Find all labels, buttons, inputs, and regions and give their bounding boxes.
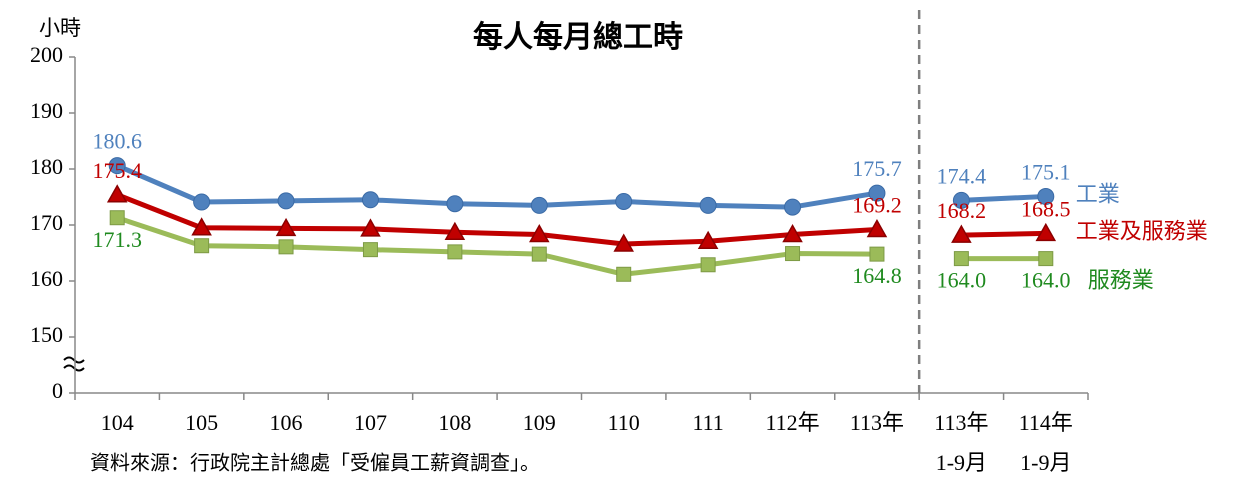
marker xyxy=(529,223,550,243)
marker xyxy=(868,184,886,202)
x-tick-label: 104 xyxy=(101,410,134,435)
series-line xyxy=(116,215,877,277)
y-tick-label: 0 xyxy=(52,378,63,403)
axis-break xyxy=(63,356,85,372)
marker xyxy=(952,191,970,209)
series-line xyxy=(961,193,1046,203)
data-label: 175.7 xyxy=(852,156,902,181)
series-line xyxy=(116,192,878,247)
series-line xyxy=(961,230,1046,238)
marker xyxy=(1037,187,1055,205)
marker xyxy=(784,198,802,216)
marker xyxy=(361,191,379,209)
data-label: 180.6 xyxy=(92,129,142,154)
x-tick-label: 114年 xyxy=(1019,410,1073,435)
data-label: 174.4 xyxy=(937,163,987,188)
marker xyxy=(613,233,634,252)
y-tick-label: 160 xyxy=(30,266,63,291)
marker xyxy=(616,266,632,282)
marker xyxy=(447,244,463,260)
marker xyxy=(278,239,294,255)
marker xyxy=(869,246,885,262)
legend-label: 工業 xyxy=(1076,181,1120,206)
marker xyxy=(444,221,466,241)
marker xyxy=(782,223,803,243)
marker xyxy=(531,246,547,262)
marker xyxy=(700,257,716,273)
marker xyxy=(951,224,972,243)
marker xyxy=(194,238,210,254)
marker xyxy=(530,196,548,214)
y-tick-label: 190 xyxy=(30,98,63,123)
x-tick-label: 1-9月 xyxy=(1020,450,1071,475)
data-label: 168.5 xyxy=(1021,196,1071,221)
y-tick-label: 150 xyxy=(30,322,63,347)
marker xyxy=(1038,251,1054,267)
x-tick-label: 108 xyxy=(438,410,471,435)
x-tick-label: 105 xyxy=(185,410,218,435)
legend-label: 工業及服務業 xyxy=(1076,218,1208,243)
data-label: 175.4 xyxy=(92,158,142,183)
data-label: 168.2 xyxy=(937,198,987,223)
data-label: 171.3 xyxy=(92,227,142,252)
marker xyxy=(360,218,381,237)
data-label: 164.0 xyxy=(1021,268,1071,293)
marker xyxy=(191,217,212,236)
chart-title: 每人每月總工時 xyxy=(473,20,683,54)
x-tick-label: 113年 xyxy=(934,410,988,435)
marker xyxy=(953,251,969,267)
source-note: 資料來源：行政院主計總處「受僱員工薪資調查」。 xyxy=(90,452,540,475)
marker xyxy=(699,196,717,214)
y-axis-label: 小時 xyxy=(39,16,81,40)
series-line xyxy=(116,163,878,210)
data-label: 164.0 xyxy=(937,268,987,293)
x-tick-label: 110 xyxy=(608,410,640,435)
marker xyxy=(446,195,464,213)
marker xyxy=(697,230,719,249)
marker xyxy=(866,218,888,238)
x-tick-label: 112年 xyxy=(765,410,819,435)
data-label: 175.1 xyxy=(1021,159,1071,184)
marker xyxy=(277,192,295,210)
marker xyxy=(106,184,128,203)
marker xyxy=(615,192,633,210)
marker xyxy=(193,193,211,211)
x-tick-label: 1-9月 xyxy=(936,450,987,475)
y-tick-label: 200 xyxy=(30,42,63,67)
marker xyxy=(785,246,801,262)
legend-label: 服務業 xyxy=(1088,268,1154,293)
marker xyxy=(362,242,378,258)
x-tick-label: 106 xyxy=(270,410,303,435)
marker xyxy=(1035,222,1057,242)
data-label: 169.2 xyxy=(852,193,902,218)
x-tick-label: 113年 xyxy=(850,410,904,435)
x-tick-label: 107 xyxy=(354,410,387,435)
marker xyxy=(109,210,125,226)
marker xyxy=(275,217,297,237)
x-tick-label: 109 xyxy=(523,410,556,435)
data-label: 164.8 xyxy=(852,263,902,288)
x-tick-label: 111 xyxy=(692,410,723,435)
marker xyxy=(108,157,126,175)
y-tick-label: 170 xyxy=(30,210,63,235)
y-tick-label: 180 xyxy=(30,154,63,179)
